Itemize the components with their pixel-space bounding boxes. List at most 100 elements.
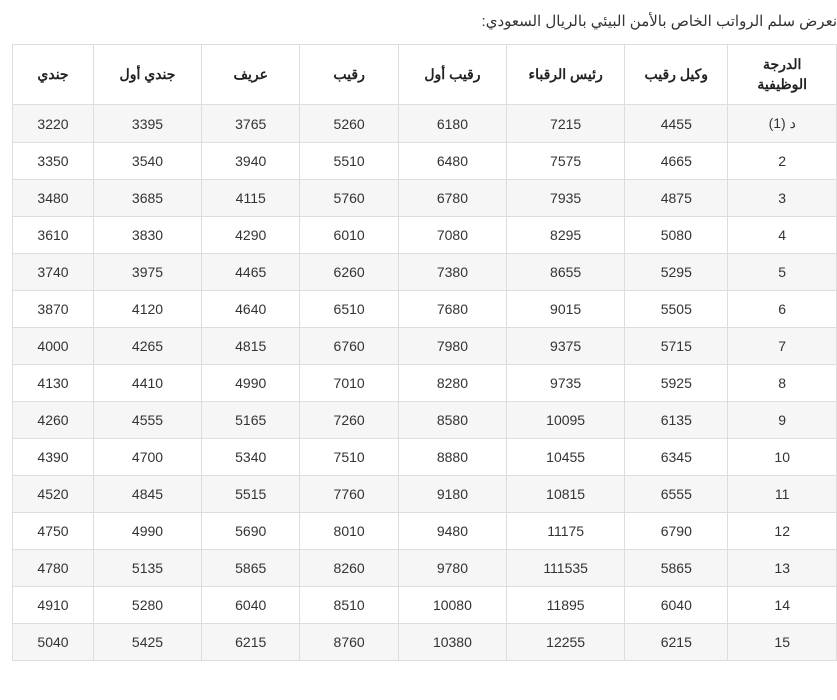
table-cell: 5505: [625, 291, 728, 328]
table-cell: 5135: [93, 550, 201, 587]
col-header-arif: عريف: [202, 45, 300, 105]
table-cell: 4700: [93, 439, 201, 476]
table-cell: 8655: [507, 254, 625, 291]
table-cell: 6040: [202, 587, 300, 624]
table-cell: 3220: [13, 105, 94, 143]
table-cell: 8510: [300, 587, 398, 624]
table-cell: 8280: [398, 365, 506, 402]
table-cell: 9780: [398, 550, 506, 587]
table-cell: 5510: [300, 143, 398, 180]
table-cell: 4: [728, 217, 837, 254]
table-cell: 4465: [202, 254, 300, 291]
table-cell: 3395: [93, 105, 201, 143]
table-row: 85925973582807010499044104130: [13, 365, 837, 402]
table-cell: 3685: [93, 180, 201, 217]
table-cell: 5295: [625, 254, 728, 291]
table-cell: 11895: [507, 587, 625, 624]
table-row: 55295865573806260446539753740: [13, 254, 837, 291]
table-cell: 8: [728, 365, 837, 402]
table-cell: 4990: [202, 365, 300, 402]
salary-table: الدرجة الوظيفية وكيل رقيب رئيس الرقباء ر…: [12, 44, 837, 661]
table-row: 75715937579806760481542654000: [13, 328, 837, 365]
col-header-degree: الدرجة الوظيفية: [728, 45, 837, 105]
table-cell: 9180: [398, 476, 506, 513]
table-cell: 5080: [625, 217, 728, 254]
table-cell: 6790: [625, 513, 728, 550]
table-cell: 5040: [13, 624, 94, 661]
col-header-raqib: رقيب: [300, 45, 398, 105]
table-cell: 10455: [507, 439, 625, 476]
table-cell: 10815: [507, 476, 625, 513]
table-cell: 3480: [13, 180, 94, 217]
table-cell: 6215: [202, 624, 300, 661]
intro-text: نعرض سلم الرواتب الخاص بالأمن البيئي بال…: [12, 12, 837, 30]
table-cell: 6040: [625, 587, 728, 624]
table-cell: 3610: [13, 217, 94, 254]
table-row: 15621512255103808760621554255040: [13, 624, 837, 661]
table-cell: 5865: [625, 550, 728, 587]
col-header-wakil-raqib: وكيل رقيب: [625, 45, 728, 105]
table-cell: 6: [728, 291, 837, 328]
table-cell: 8295: [507, 217, 625, 254]
table-cell: 4390: [13, 439, 94, 476]
table-cell: 5340: [202, 439, 300, 476]
table-cell: 4115: [202, 180, 300, 217]
table-cell: 3975: [93, 254, 201, 291]
col-header-jundi: جندي: [13, 45, 94, 105]
table-cell: 4780: [13, 550, 94, 587]
table-cell: 7380: [398, 254, 506, 291]
table-cell: 111535: [507, 550, 625, 587]
table-cell: 12255: [507, 624, 625, 661]
table-cell: 5: [728, 254, 837, 291]
table-cell: 3: [728, 180, 837, 217]
table-cell: 6780: [398, 180, 506, 217]
table-cell: 7935: [507, 180, 625, 217]
table-header-row: الدرجة الوظيفية وكيل رقيب رئيس الرقباء ر…: [13, 45, 837, 105]
table-cell: 4120: [93, 291, 201, 328]
table-cell: 7010: [300, 365, 398, 402]
table-row: 1063451045588807510534047004390: [13, 439, 837, 476]
table-cell: 7260: [300, 402, 398, 439]
table-cell: 6480: [398, 143, 506, 180]
table-row: 14604011895100808510604052804910: [13, 587, 837, 624]
table-cell: 4265: [93, 328, 201, 365]
col-header-raqib-awal: رقيب أول: [398, 45, 506, 105]
table-cell: 4520: [13, 476, 94, 513]
table-cell: 7510: [300, 439, 398, 476]
table-row: 1165551081591807760551548454520: [13, 476, 837, 513]
table-cell: 4640: [202, 291, 300, 328]
table-cell: 3540: [93, 143, 201, 180]
table-cell: 9: [728, 402, 837, 439]
table-cell: 3740: [13, 254, 94, 291]
table-cell: 8760: [300, 624, 398, 661]
table-cell: 8580: [398, 402, 506, 439]
col-header-rais-ruqaba: رئيس الرقباء: [507, 45, 625, 105]
table-row: 45080829570806010429038303610: [13, 217, 837, 254]
table-cell: د (1): [728, 105, 837, 143]
table-cell: 5865: [202, 550, 300, 587]
table-row: 34875793567805760411536853480: [13, 180, 837, 217]
table-cell: 4555: [93, 402, 201, 439]
table-cell: 7080: [398, 217, 506, 254]
table-cell: 5715: [625, 328, 728, 365]
table-cell: 11: [728, 476, 837, 513]
table-body: د (1)44557215618052603765339532202466575…: [13, 105, 837, 661]
table-cell: 4910: [13, 587, 94, 624]
table-cell: 3765: [202, 105, 300, 143]
table-cell: 6760: [300, 328, 398, 365]
table-cell: 4845: [93, 476, 201, 513]
table-row: د (1)4455721561805260376533953220: [13, 105, 837, 143]
table-cell: 9480: [398, 513, 506, 550]
table-cell: 8010: [300, 513, 398, 550]
table-cell: 6555: [625, 476, 728, 513]
table-cell: 4410: [93, 365, 201, 402]
table-cell: 13: [728, 550, 837, 587]
table-cell: 7: [728, 328, 837, 365]
table-cell: 6345: [625, 439, 728, 476]
table-cell: 15: [728, 624, 837, 661]
table-cell: 10: [728, 439, 837, 476]
table-cell: 8880: [398, 439, 506, 476]
col-header-jundi-awal: جندي أول: [93, 45, 201, 105]
table-cell: 5690: [202, 513, 300, 550]
table-cell: 10095: [507, 402, 625, 439]
